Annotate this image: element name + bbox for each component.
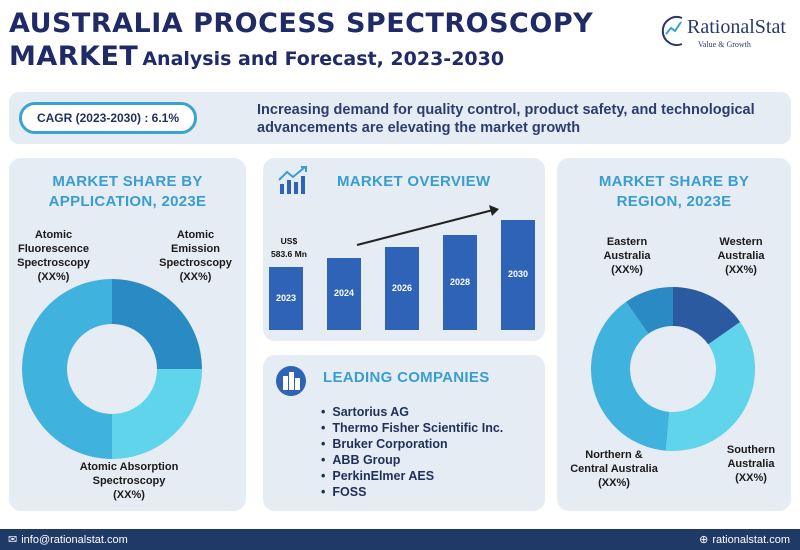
growth-trend-arrow bbox=[356, 205, 499, 246]
email-text: info@rationalstat.com bbox=[21, 534, 128, 546]
footer-website[interactable]: ⊕ rationalstat.com bbox=[699, 533, 790, 546]
region-heading-line1: MARKET SHARE BY bbox=[598, 173, 750, 190]
bar-year-label-2028: 2028 bbox=[449, 277, 471, 287]
bar-year-label-2026: 2026 bbox=[391, 283, 413, 293]
footer-email[interactable]: ✉ info@rationalstat.com bbox=[8, 533, 128, 546]
title-market-word: MARKET bbox=[9, 41, 139, 72]
building-icon bbox=[276, 366, 306, 396]
globe-icon: ⊕ bbox=[699, 534, 709, 546]
application-heading-line1: MARKET SHARE BY bbox=[52, 173, 203, 190]
label-western-australia: Western Australia (XX%) bbox=[717, 236, 765, 276]
website-text: rationalstat.com bbox=[712, 534, 790, 546]
base-value-label: US$ 583.6 Mn bbox=[271, 236, 307, 259]
slice-eastern-australia bbox=[625, 287, 673, 334]
logo-tagline: Value & Growth bbox=[698, 40, 751, 49]
growth-chart-icon bbox=[278, 166, 307, 194]
overview-bar-2030 bbox=[501, 220, 535, 330]
application-share-panel: MARKET SHARE BY APPLICATION, 2023E Atomi… bbox=[9, 158, 246, 511]
region-share-panel: MARKET SHARE BY REGION, 2023E Eastern Au… bbox=[557, 158, 791, 511]
overview-bar-2023 bbox=[269, 267, 303, 330]
logo-name: RationalStat bbox=[687, 16, 786, 38]
list-item: Sartorius AG bbox=[321, 404, 503, 420]
list-item: Bruker Corporation bbox=[321, 436, 503, 452]
growth-statement: Increasing demand for quality control, p… bbox=[257, 102, 755, 136]
companies-heading: LEADING COMPANIES bbox=[323, 369, 490, 386]
summary-banner: CAGR (2023-2030) : 6.1% Increasing deman… bbox=[9, 92, 791, 144]
slice-atomic-absorption bbox=[112, 369, 202, 459]
leading-companies-panel: LEADING COMPANIES Sartorius AG Thermo Fi… bbox=[263, 355, 545, 511]
label-eastern-australia: Eastern Australia (XX%) bbox=[603, 236, 651, 276]
slice-atomic-emission bbox=[112, 279, 202, 369]
application-heading-line2: APPLICATION, 2023E bbox=[48, 193, 207, 210]
list-item: Thermo Fisher Scientific Inc. bbox=[321, 420, 503, 436]
overview-heading: MARKET OVERVIEW bbox=[337, 173, 491, 190]
label-atomic-fluorescence: Atomic Fluorescence Spectroscopy (XX%) bbox=[17, 229, 90, 283]
title-analysis-text: Analysis and Forecast, 2023-2030 bbox=[142, 48, 505, 70]
bar-year-label-2023: 2023 bbox=[275, 293, 297, 303]
slice-northern-central-australia bbox=[591, 301, 670, 451]
label-southern-australia: Southern Australia (XX%) bbox=[726, 444, 776, 484]
market-overview-panel: MARKET OVERVIEW US$ 583.6 Mn 2023 2024 202… bbox=[263, 158, 545, 341]
label-atomic-emission: Atomic Emission Spectroscopy (XX%) bbox=[159, 229, 232, 283]
slice-southern-australia bbox=[665, 321, 755, 451]
slice-atomic-fluorescence bbox=[22, 279, 112, 459]
slice-western-australia bbox=[673, 287, 741, 345]
list-item: FOSS bbox=[321, 484, 503, 500]
cagr-badge: CAGR (2023-2030) : 6.1% bbox=[19, 102, 197, 134]
page-title: AUSTRALIA PROCESS SPECTROSCOPY bbox=[9, 8, 594, 39]
page-subtitle: MARKET Analysis and Forecast, 2023-2030 bbox=[9, 41, 504, 72]
region-donut-chart bbox=[591, 287, 755, 451]
list-item: ABB Group bbox=[321, 452, 503, 468]
region-heading-line2: REGION, 2023E bbox=[616, 193, 732, 210]
rationalstat-logo[interactable]: RationalStat Value & Growth bbox=[660, 12, 795, 52]
label-northern-central-australia: Northern & Central Australia (XX%) bbox=[570, 449, 658, 489]
label-atomic-absorption: Atomic Absorption Spectroscopy (XX%) bbox=[79, 461, 179, 501]
logo-mark-icon bbox=[661, 16, 683, 46]
email-icon: ✉ bbox=[8, 534, 18, 546]
bar-year-label-2030: 2030 bbox=[507, 269, 529, 279]
overview-bar-2024 bbox=[327, 258, 361, 330]
overview-bar-2028 bbox=[443, 235, 477, 330]
bar-year-label-2024: 2024 bbox=[333, 288, 355, 298]
region-heading: MARKET SHARE BY REGION, 2023E bbox=[557, 172, 791, 212]
footer-bar: ✉ info@rationalstat.com ⊕ rationalstat.com bbox=[0, 529, 800, 550]
list-item: PerkinElmer AES bbox=[321, 468, 503, 484]
overview-bar-2026 bbox=[385, 247, 419, 330]
application-donut-chart bbox=[22, 279, 202, 459]
companies-list: Sartorius AG Thermo Fisher Scientific In… bbox=[321, 404, 503, 500]
application-heading: MARKET SHARE BY APPLICATION, 2023E bbox=[9, 172, 246, 212]
